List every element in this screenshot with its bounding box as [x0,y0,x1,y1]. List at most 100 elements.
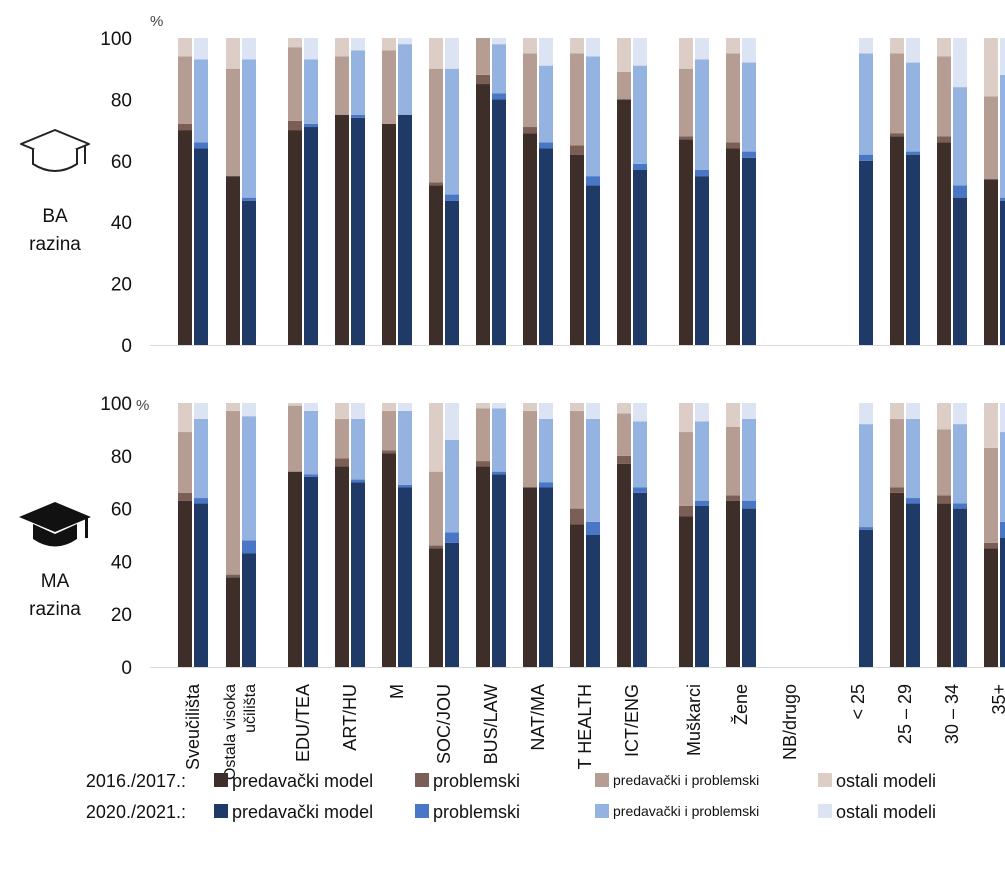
bar-segment-2020-3 [539,403,553,419]
legend-item-label: predavački model [232,771,373,791]
bar-segment-2016-3 [335,403,349,419]
bar-segment-2016-0 [523,487,537,667]
bar-segment-2020-3 [1000,38,1005,75]
bar-segment-2020-0 [242,200,256,345]
bar-segment-2016-3 [288,38,302,48]
bar-segment-2020-2 [445,68,459,195]
y-tick-label: 20 [111,605,132,626]
bar-segment-2016-2 [570,53,584,146]
panel-2: 0 20 40 60 80 100 % MA razina [19,394,1005,679]
bar-segment-2016-3 [617,403,631,414]
bar-segment-2020-0 [586,535,600,667]
bar-segment-2020-1 [906,151,920,155]
bar-segment-2020-1 [304,474,318,477]
bar-segment-2016-3 [679,38,693,69]
bar-segment-2020-0 [304,476,318,667]
bar-segment-2020-1 [859,527,873,530]
legend-year-label: 2016./2017.: [86,771,186,791]
y-tick-label: 100 [100,29,132,50]
level-label: razina [29,234,81,255]
bar-segment-2016-2 [226,410,240,575]
bar-segment-2020-2 [586,56,600,177]
bar-segment-2016-3 [726,403,740,427]
bar-segment-2016-0 [937,503,951,667]
category-label: EDU/TEA [293,684,313,762]
bar-segment-2020-1 [492,471,506,475]
bar-segment-2020-2 [906,418,920,499]
bar-segment-2020-0 [194,503,208,667]
bar-segment-2020-0 [953,508,967,667]
bar-segment-2016-3 [523,38,537,54]
bar-segment-2016-0 [288,130,302,345]
legend-swatch [415,773,429,787]
bar-segment-2020-1 [695,500,709,506]
bar-segment-2016-3 [382,38,396,51]
bar-segment-2016-2 [382,410,396,451]
y-tick-label: 60 [111,500,132,521]
bar-segment-2016-0 [890,492,904,667]
category-label: < 25 [848,684,868,720]
bar-segment-2020-3 [351,403,365,419]
bar-segment-2016-1 [476,461,490,467]
bar-segment-2016-2 [937,429,951,496]
bar-segment-2016-2 [679,432,693,506]
bar-segment-2020-0 [492,99,506,346]
bar-segment-2020-3 [492,403,506,409]
bar-segment-2020-3 [859,403,873,425]
bar-segment-2020-3 [742,403,756,419]
category-label: T HEALTH [575,684,595,769]
bar-segment-2020-3 [445,38,459,69]
bar-segment-2020-3 [304,403,318,411]
bar-segment-2020-0 [351,482,365,667]
bar-segment-2020-3 [194,403,208,419]
bar-segment-2020-1 [1000,197,1005,201]
category-label: Ostala visoka [222,684,239,780]
y-unit-label: % [136,397,149,414]
bar-segment-2016-1 [178,492,192,501]
y-tick-label: 100 [100,394,132,415]
bar-segment-2016-1 [617,455,631,464]
bar-segment-2016-2 [476,408,490,462]
bar-segment-2016-2 [178,432,192,493]
bar-segment-2016-1 [890,133,904,137]
bar-segment-2016-1 [429,545,443,549]
bar-segment-2016-2 [178,56,192,124]
legend-item-label: predavački i problemski [613,772,759,788]
bar-segment-2020-0 [695,505,709,667]
level-label: MA [41,571,70,592]
bar-segment-2016-1 [178,123,192,131]
bar-segment-2016-1 [476,74,490,85]
bar-segment-2016-2 [984,447,998,543]
bar-segment-2016-0 [523,133,537,345]
bar-segment-2020-1 [539,482,553,488]
bar-segment-2020-2 [906,62,920,152]
bar-segment-2020-1 [906,498,920,504]
bar-segment-2020-1 [586,176,600,186]
bar-segment-2020-1 [351,114,365,118]
bar-segment-2016-3 [335,38,349,57]
bar-segment-2016-3 [429,38,443,69]
bar-segment-2016-0 [679,139,693,345]
legend-item-label: ostali modeli [836,771,936,791]
bar-segment-2016-1 [226,574,240,578]
bar-segment-2020-1 [586,521,600,535]
bar-segment-2016-2 [679,68,693,137]
bar-segment-2016-2 [335,418,349,459]
legend-swatch [415,804,429,818]
bar-segment-2016-1 [570,508,584,525]
y-tick-label: 80 [111,90,132,111]
bar-segment-2020-2 [194,418,208,499]
bar-segment-2016-3 [937,403,951,430]
bar-segment-2020-1 [194,498,208,504]
category-label: NAT/MA [528,684,548,751]
bar-segment-2020-2 [304,410,318,475]
bar-segment-2020-0 [859,160,873,345]
category-label: Žene [731,684,751,725]
bar-segment-2016-3 [890,403,904,419]
bar-segment-2016-0 [570,524,584,667]
bar-segment-2020-1 [445,532,459,543]
bar-segment-2020-3 [445,403,459,440]
bar-segment-2016-2 [890,418,904,488]
bar-segment-2016-2 [617,413,631,456]
